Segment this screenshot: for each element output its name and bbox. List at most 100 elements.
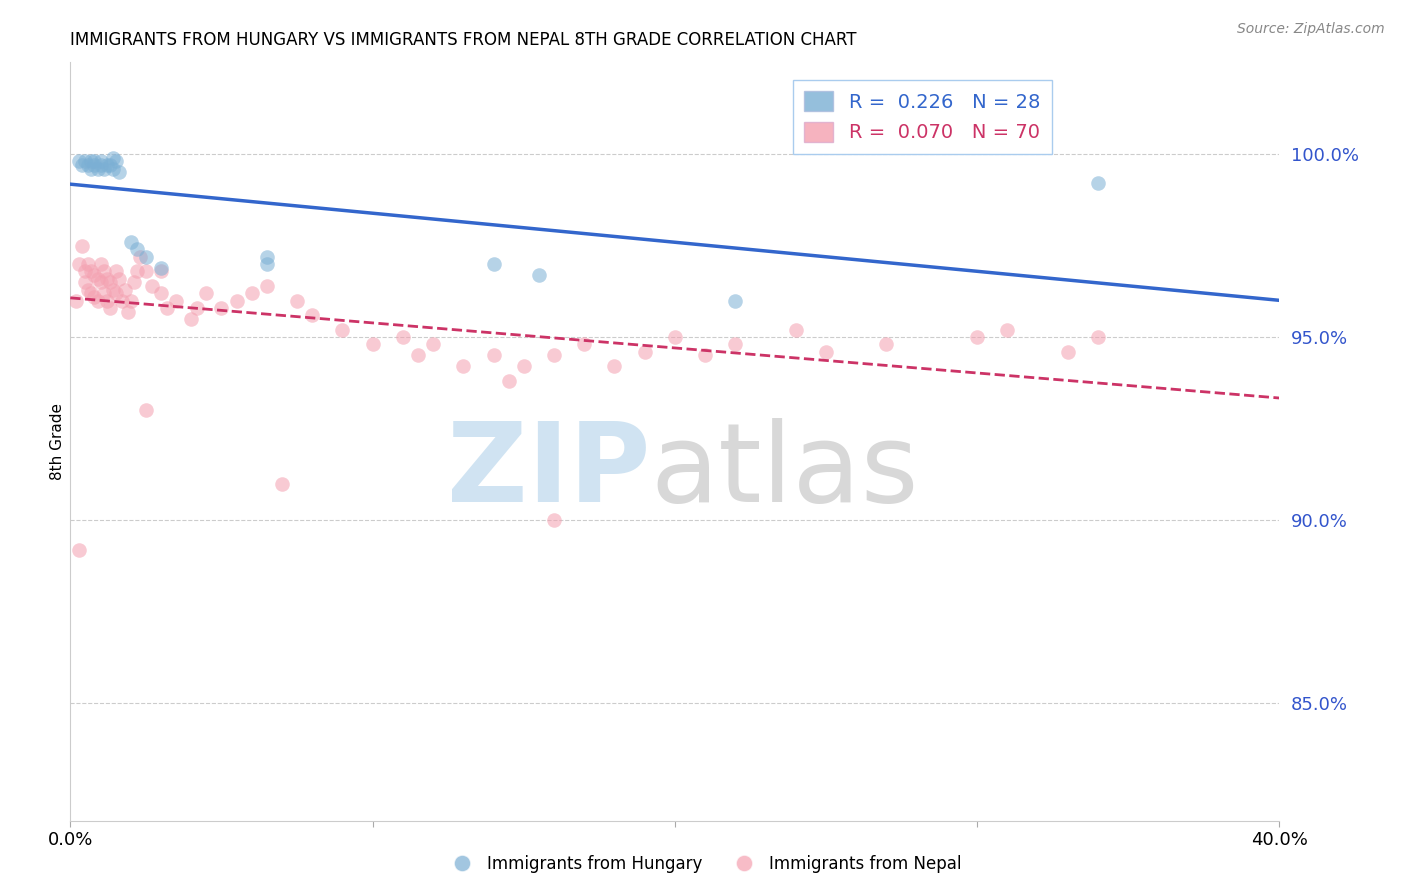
Point xyxy=(240,286,263,301)
Point xyxy=(1057,344,1080,359)
Point xyxy=(107,271,129,285)
Point xyxy=(80,286,103,301)
Point xyxy=(65,293,87,308)
Point xyxy=(186,301,208,315)
Point xyxy=(120,235,142,249)
Point xyxy=(301,308,323,322)
Point xyxy=(90,158,111,172)
Point xyxy=(285,293,308,308)
Point xyxy=(93,264,115,278)
Point xyxy=(101,161,124,176)
Point xyxy=(1087,330,1109,344)
Point xyxy=(96,158,118,172)
Point xyxy=(603,359,626,374)
Point xyxy=(574,337,596,351)
Point xyxy=(80,154,103,169)
Point xyxy=(633,344,655,359)
Point xyxy=(83,268,105,282)
Point xyxy=(406,349,429,363)
Point xyxy=(101,151,124,165)
Point xyxy=(117,304,139,318)
Point xyxy=(150,264,172,278)
Point xyxy=(270,476,294,491)
Text: Source: ZipAtlas.com: Source: ZipAtlas.com xyxy=(1237,22,1385,37)
Point xyxy=(482,257,505,271)
Point xyxy=(125,264,148,278)
Point xyxy=(527,268,550,282)
Point xyxy=(361,337,384,351)
Point xyxy=(135,264,157,278)
Point xyxy=(75,264,97,278)
Point xyxy=(83,158,105,172)
Point xyxy=(96,293,118,308)
Point xyxy=(664,330,686,344)
Point xyxy=(966,330,988,344)
Point xyxy=(422,337,444,351)
Point xyxy=(543,513,565,527)
Point xyxy=(67,154,90,169)
Point xyxy=(875,337,898,351)
Point xyxy=(77,257,100,271)
Point xyxy=(77,283,100,297)
Point xyxy=(150,286,172,301)
Y-axis label: 8th Grade: 8th Grade xyxy=(49,403,65,480)
Point xyxy=(101,283,124,297)
Point xyxy=(83,154,105,169)
Point xyxy=(995,323,1018,337)
Point xyxy=(80,264,103,278)
Point xyxy=(72,158,94,172)
Point xyxy=(93,286,115,301)
Point xyxy=(693,349,716,363)
Point xyxy=(96,271,118,285)
Legend: R =  0.226   N = 28, R =  0.070   N = 70: R = 0.226 N = 28, R = 0.070 N = 70 xyxy=(793,79,1052,153)
Point xyxy=(165,293,187,308)
Point xyxy=(256,250,278,264)
Point xyxy=(98,275,121,289)
Point xyxy=(498,374,520,388)
Point xyxy=(180,311,202,326)
Point xyxy=(93,161,115,176)
Point xyxy=(67,257,90,271)
Point xyxy=(86,293,108,308)
Point xyxy=(256,257,278,271)
Legend: Immigrants from Hungary, Immigrants from Nepal: Immigrants from Hungary, Immigrants from… xyxy=(439,848,967,880)
Point xyxy=(125,242,148,256)
Point xyxy=(391,330,415,344)
Point xyxy=(156,301,179,315)
Point xyxy=(104,286,127,301)
Point xyxy=(1087,177,1109,191)
Point xyxy=(135,403,157,417)
Point xyxy=(332,323,354,337)
Point xyxy=(75,154,97,169)
Point xyxy=(107,165,129,179)
Point xyxy=(513,359,536,374)
Point xyxy=(104,264,127,278)
Point xyxy=(256,278,278,293)
Point xyxy=(104,154,127,169)
Point xyxy=(111,293,134,308)
Point xyxy=(90,275,111,289)
Point xyxy=(195,286,218,301)
Point xyxy=(90,257,111,271)
Point xyxy=(785,323,807,337)
Point xyxy=(86,161,108,176)
Point xyxy=(543,349,565,363)
Point xyxy=(83,290,105,304)
Point xyxy=(150,260,172,275)
Point xyxy=(80,161,103,176)
Point xyxy=(90,154,111,169)
Point xyxy=(67,542,90,557)
Point xyxy=(122,275,145,289)
Point xyxy=(724,337,747,351)
Point xyxy=(141,278,163,293)
Point xyxy=(120,293,142,308)
Point xyxy=(114,283,136,297)
Point xyxy=(453,359,475,374)
Point xyxy=(225,293,247,308)
Text: IMMIGRANTS FROM HUNGARY VS IMMIGRANTS FROM NEPAL 8TH GRADE CORRELATION CHART: IMMIGRANTS FROM HUNGARY VS IMMIGRANTS FR… xyxy=(70,31,856,49)
Point xyxy=(86,271,108,285)
Point xyxy=(98,158,121,172)
Text: atlas: atlas xyxy=(651,418,920,525)
Point xyxy=(211,301,233,315)
Point xyxy=(75,275,97,289)
